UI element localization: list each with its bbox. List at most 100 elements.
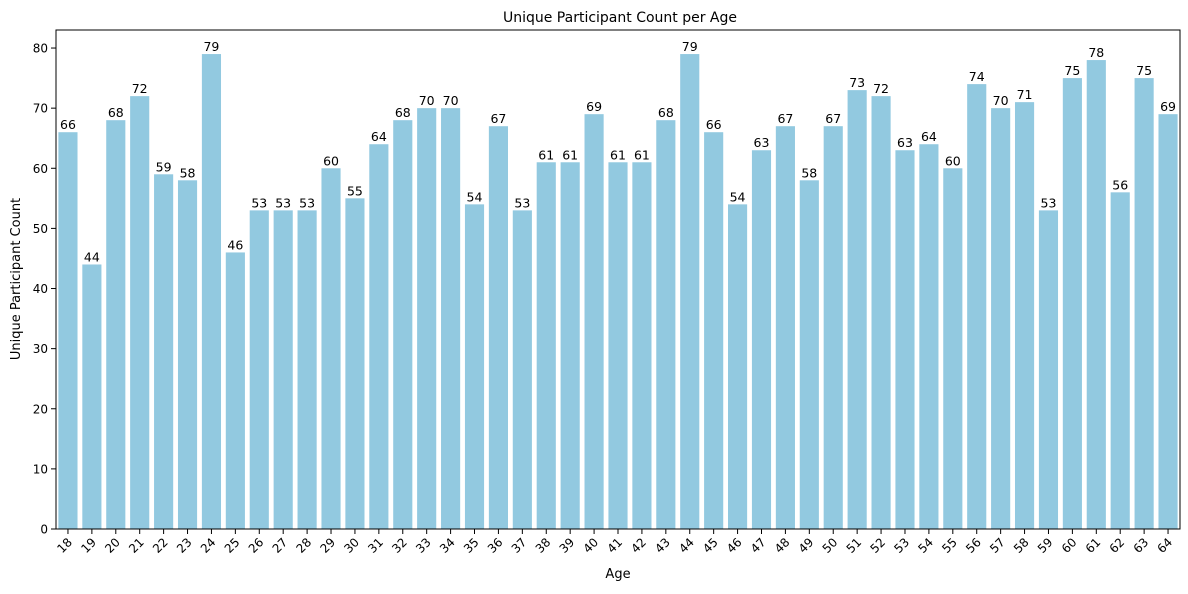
bar — [82, 264, 102, 529]
x-tick-label: 52 — [867, 535, 888, 556]
bar-value-label: 61 — [538, 147, 554, 162]
bar — [321, 168, 341, 530]
bar — [417, 108, 437, 530]
bar — [1158, 114, 1178, 530]
x-tick-label: 44 — [676, 535, 697, 556]
x-tick-label: 48 — [772, 535, 793, 556]
bar-value-label: 61 — [634, 147, 650, 162]
bar — [1062, 78, 1082, 530]
bar-value-label: 64 — [371, 129, 387, 144]
y-tick-label: 20 — [33, 402, 48, 416]
x-tick-label: 22 — [150, 535, 171, 556]
bar — [130, 96, 150, 529]
bar — [464, 204, 485, 529]
bar — [1134, 78, 1154, 530]
bar — [823, 126, 843, 529]
x-tick-label: 19 — [78, 535, 99, 556]
x-tick-label: 26 — [246, 535, 267, 556]
bar-value-label: 68 — [658, 105, 674, 120]
bar — [1110, 192, 1130, 529]
chart-title: Unique Participant Count per Age — [503, 10, 737, 26]
bar — [297, 210, 317, 529]
y-tick-label: 40 — [33, 282, 48, 296]
x-tick-label: 21 — [126, 535, 147, 556]
y-tick-label: 30 — [33, 342, 48, 356]
bar — [369, 144, 389, 529]
y-tick-label: 10 — [33, 462, 48, 476]
bar — [775, 126, 795, 529]
bar-value-label: 46 — [227, 237, 243, 252]
y-axis-ticks: 0 10 20 30 40 50 60 70 80 — [33, 42, 56, 537]
bar-value-labels: 66 44 68 72 59 58 79 46 53 53 53 60 55 64 68 70 70 54 67 53… — [60, 39, 1176, 264]
bar — [871, 96, 891, 529]
bar-value-label: 72 — [132, 81, 148, 96]
bar — [512, 210, 532, 529]
y-tick-label: 0 — [40, 523, 48, 537]
x-tick-label: 56 — [963, 535, 984, 556]
x-tick-label: 32 — [389, 535, 410, 556]
bar — [919, 144, 939, 529]
bar — [249, 210, 269, 529]
x-tick-label: 24 — [198, 535, 219, 556]
bar-value-label: 67 — [825, 111, 841, 126]
x-tick-label: 35 — [461, 535, 482, 556]
bar-value-label: 69 — [586, 99, 602, 114]
bar — [799, 180, 819, 529]
x-tick-label: 49 — [796, 535, 817, 556]
bar-value-label: 54 — [467, 189, 483, 204]
bar-value-label: 56 — [1112, 177, 1128, 192]
bar-value-label: 59 — [156, 159, 172, 174]
x-axis-label: Age — [605, 567, 630, 582]
bar-value-label: 53 — [1041, 195, 1057, 210]
x-tick-label: 20 — [102, 535, 123, 556]
x-tick-label: 59 — [1035, 535, 1056, 556]
bar — [895, 150, 915, 529]
bar — [680, 54, 700, 530]
x-tick-label: 30 — [341, 535, 362, 556]
bar-value-label: 70 — [993, 93, 1009, 108]
bar-value-label: 75 — [1136, 63, 1152, 78]
bar — [632, 162, 652, 529]
bar-value-label: 67 — [777, 111, 793, 126]
y-tick-label: 80 — [33, 42, 48, 56]
bar — [201, 54, 222, 530]
x-axis-ticks: 18 19 20 21 22 23 24 25 26 27 28 29 30 31 32 33 34 35 36 37… — [54, 529, 1175, 556]
bar-value-label: 61 — [562, 147, 578, 162]
bar — [106, 120, 126, 529]
y-tick-label: 50 — [33, 222, 48, 236]
bar-value-label: 66 — [60, 117, 76, 132]
bar-value-label: 58 — [801, 165, 817, 180]
x-tick-label: 45 — [700, 535, 721, 556]
bar-value-label: 61 — [610, 147, 626, 162]
x-tick-label: 60 — [1059, 535, 1080, 556]
bar-value-label: 68 — [395, 105, 411, 120]
bar — [560, 162, 580, 529]
x-tick-label: 40 — [581, 535, 602, 556]
x-tick-label: 47 — [748, 535, 769, 556]
bar-value-label: 78 — [1088, 45, 1104, 60]
bar-value-label: 71 — [1017, 87, 1033, 102]
x-tick-label: 25 — [222, 535, 243, 556]
bar — [225, 252, 245, 529]
x-tick-label: 39 — [557, 535, 578, 556]
x-tick-label: 50 — [820, 535, 841, 556]
bars-group — [58, 54, 1178, 530]
x-tick-label: 29 — [317, 535, 338, 556]
bar — [943, 168, 963, 530]
bar — [58, 132, 78, 529]
bar-value-label: 67 — [490, 111, 506, 126]
bar-value-label: 75 — [1064, 63, 1080, 78]
x-tick-label: 64 — [1154, 535, 1175, 556]
y-tick-label: 70 — [33, 102, 48, 116]
bar — [488, 126, 508, 529]
bar-value-label: 63 — [754, 135, 770, 150]
bar-value-label: 66 — [706, 117, 722, 132]
x-tick-label: 27 — [270, 535, 291, 556]
x-tick-label: 18 — [54, 535, 75, 556]
x-tick-label: 38 — [533, 535, 554, 556]
bar — [1014, 102, 1035, 529]
x-tick-label: 53 — [891, 535, 912, 556]
bar-value-label: 53 — [299, 195, 315, 210]
